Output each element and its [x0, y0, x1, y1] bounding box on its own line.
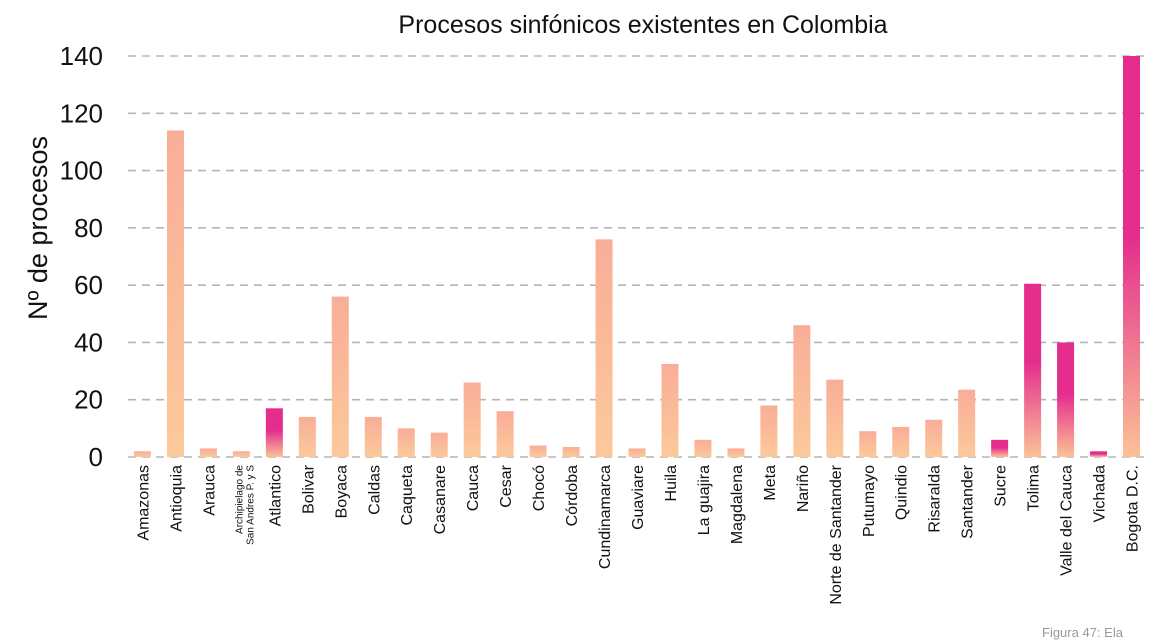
x-tick-18: Magdalena	[729, 465, 746, 544]
x-tick-2: Arauca	[201, 465, 218, 516]
bar-11	[496, 411, 514, 457]
x-tick-27: Tolima	[1026, 465, 1043, 511]
bar-6	[331, 296, 349, 457]
y-axis-label: Nº de procesos	[23, 136, 53, 320]
bar-18	[727, 448, 745, 457]
bar-29	[1090, 451, 1108, 457]
x-tick-21: Norte de Santander	[828, 464, 845, 604]
x-tick-10: Cauca	[465, 465, 482, 511]
bar-17	[694, 439, 712, 457]
x-tick-23: Quindio	[894, 465, 911, 520]
bar-23	[892, 426, 910, 457]
x-tick-20: Nariño	[795, 465, 812, 512]
x-tick-30: Bogota D.C.	[1125, 465, 1142, 552]
x-tick-25: Santander	[960, 464, 977, 539]
bar-10	[463, 382, 481, 457]
x-tick-1: Antioquia	[168, 465, 185, 532]
x-tick-15: Guaviare	[630, 465, 647, 530]
bar-5	[298, 416, 316, 457]
x-tick-3: Archipielago deSan Andres P. y S	[234, 465, 256, 545]
y-tick-40: 40	[74, 327, 103, 357]
bar-12	[529, 445, 547, 457]
x-tick-26: Sucre	[993, 465, 1010, 507]
bar-4	[265, 408, 283, 457]
bar-9	[430, 432, 448, 457]
bar-19	[760, 405, 778, 457]
y-tick-120: 120	[60, 98, 103, 128]
bar-8	[397, 428, 415, 457]
x-tick-17: La guajira	[696, 465, 713, 535]
bar-25	[958, 389, 976, 457]
chart-title: Procesos sinfónicos existentes en Colomb…	[398, 11, 887, 39]
figure-caption: Figura 47: Ela	[1042, 625, 1123, 640]
x-tick-8: Caqueta	[399, 465, 416, 526]
bar-24	[925, 419, 943, 457]
y-tick-140: 140	[60, 41, 103, 71]
y-tick-0: 0	[89, 442, 103, 472]
y-tick-20: 20	[74, 385, 103, 415]
bar-22	[859, 431, 877, 457]
bar-3	[232, 451, 250, 457]
y-tick-80: 80	[74, 213, 103, 243]
bar-16	[661, 363, 679, 457]
x-tick-labels: Amazonas Antioquia Arauca Archipielago deSa…	[135, 464, 1141, 604]
bar-27	[1024, 283, 1042, 457]
x-tick-24: Risaralda	[927, 465, 944, 533]
bar-28	[1057, 342, 1075, 457]
bars	[133, 56, 1141, 457]
grid-lines	[128, 55, 1150, 458]
bar-1	[166, 130, 184, 457]
bar-7	[364, 416, 382, 457]
bar-21	[826, 379, 844, 457]
x-tick-5: Bolivar	[300, 464, 317, 514]
y-tick-100: 100	[60, 156, 103, 186]
x-tick-29: Vichada	[1092, 465, 1109, 523]
bar-13	[562, 446, 580, 457]
bar-2	[199, 448, 217, 457]
x-tick-19: Meta	[762, 465, 779, 501]
x-tick-4: Atlantico	[267, 465, 284, 526]
x-tick-28: Valle del Cauca	[1059, 465, 1076, 576]
x-tick-13: Córdoba	[564, 465, 581, 526]
x-tick-0: Amazonas	[135, 465, 152, 541]
y-tick-labels: 0 20 40 60 80 100 120 140	[60, 41, 103, 472]
y-tick-60: 60	[74, 270, 103, 300]
bar-26	[991, 439, 1009, 457]
x-tick-11: Cesar	[498, 464, 515, 507]
x-tick-14: Cundinamarca	[597, 465, 614, 569]
x-tick-9: Casanare	[432, 465, 449, 534]
bar-15	[628, 448, 646, 457]
bar-20	[793, 325, 811, 457]
x-tick-22: Putumayo	[861, 465, 878, 537]
bar-0	[133, 451, 151, 457]
x-tick-6: Boyaca	[333, 465, 350, 518]
x-tick-7: Caldas	[366, 465, 383, 515]
x-tick-16: Huila	[663, 465, 680, 502]
bar-30	[1123, 56, 1141, 457]
bar-14	[595, 239, 613, 457]
x-tick-12: Chocó	[531, 465, 548, 511]
